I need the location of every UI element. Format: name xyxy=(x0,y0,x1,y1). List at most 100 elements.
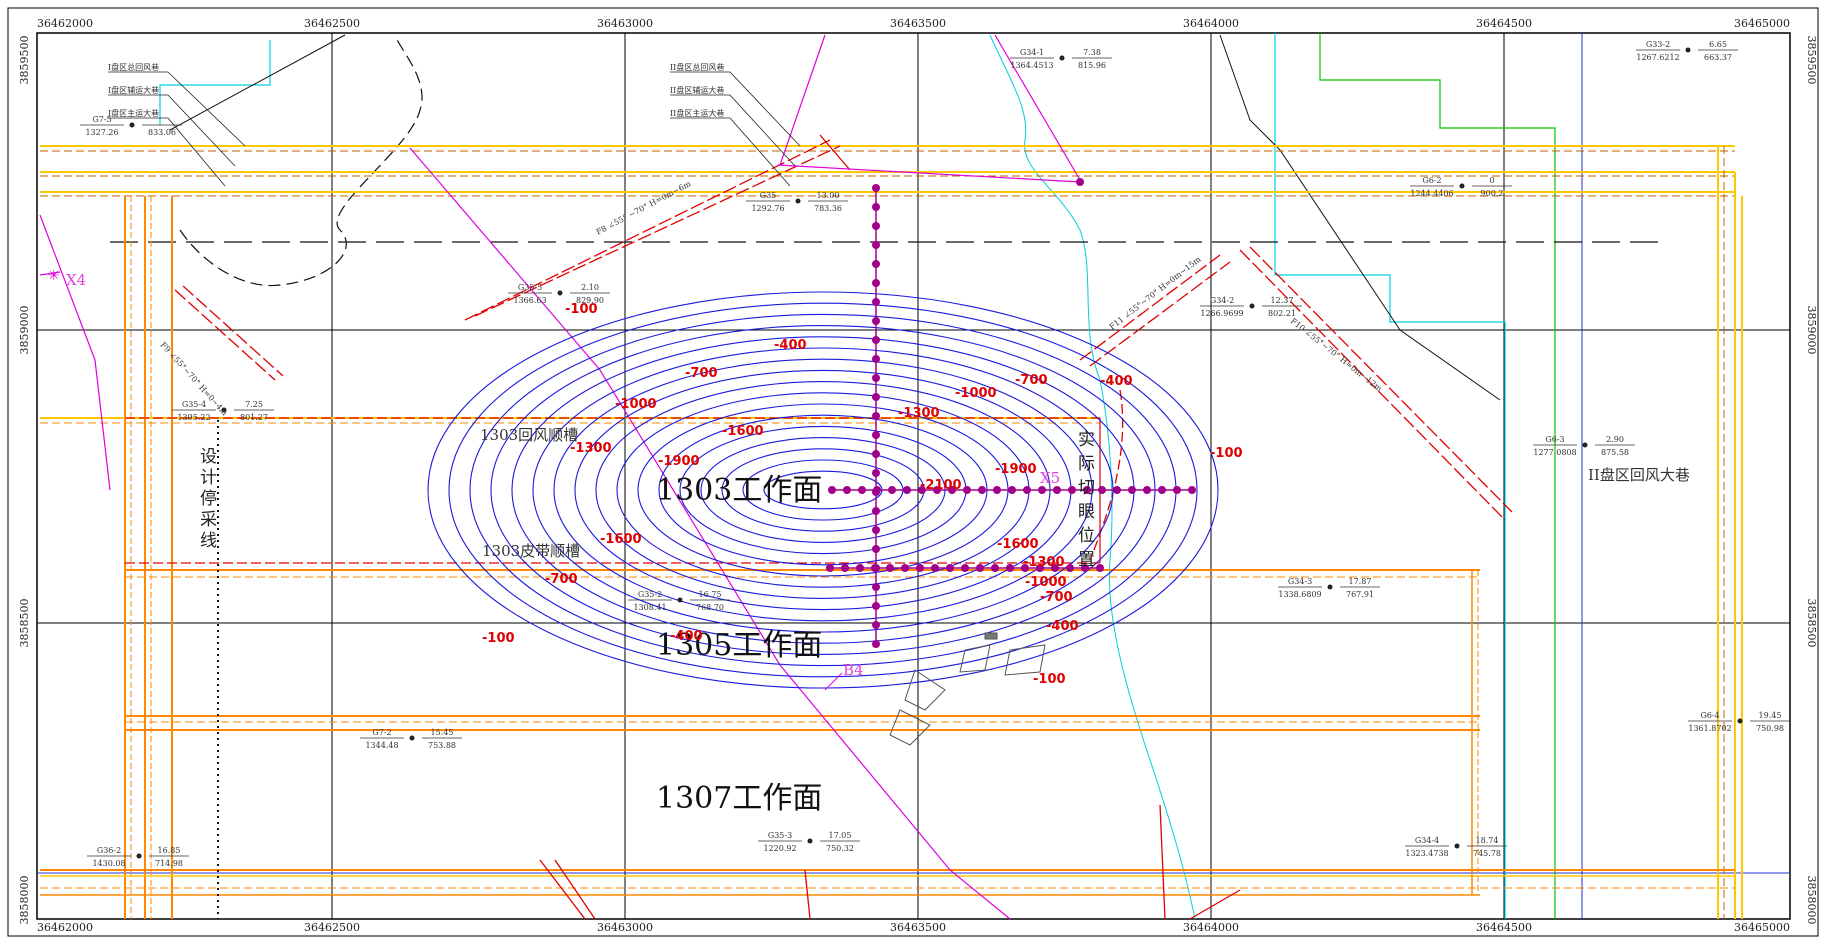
x-tick-top: 36463500 xyxy=(890,17,946,30)
borehole-thickness: 12.37 xyxy=(1271,296,1294,305)
top-mid-roadway-labels: II盘区总回风巷 II盘区辅运大巷 II盘区主运大巷 xyxy=(670,62,801,187)
monitor-point xyxy=(886,564,894,572)
monitor-point xyxy=(1051,564,1059,572)
monitor-point xyxy=(1143,486,1151,494)
y-tick-right: 3859000 xyxy=(1805,306,1818,355)
borehole-value: 767.91 xyxy=(1346,590,1374,599)
faults xyxy=(174,134,1513,920)
monitor-point xyxy=(1068,486,1076,494)
actual-stop-char: 切 xyxy=(1078,478,1095,498)
borehole: G34-3 1338.6809 17.87 767.91 xyxy=(1278,577,1380,599)
svg-text:✳: ✳ xyxy=(48,268,60,284)
monitor-point xyxy=(828,486,836,494)
hatched-blocks xyxy=(889,632,1046,746)
borehole-value: 875.58 xyxy=(1601,448,1629,457)
borehole-elevation: 1308.41 xyxy=(633,603,666,612)
x-tick-top: 36462500 xyxy=(304,17,360,30)
monitor-point xyxy=(918,486,926,494)
monitor-point xyxy=(872,393,880,401)
contour-ellipse xyxy=(448,302,1198,678)
borehole-name: G36-2 xyxy=(97,846,121,855)
roadway-label: I盘区主运大巷 xyxy=(108,108,159,118)
black-line-left xyxy=(169,34,346,131)
face-1307-label: 1307工作面 xyxy=(656,781,822,816)
monitor-point xyxy=(961,564,969,572)
monitor-point xyxy=(946,564,954,572)
monitor-point xyxy=(872,203,880,211)
borehole: G34-1 1364.4513 7.38 815.96 xyxy=(1010,48,1112,70)
y-tick-right: 3858500 xyxy=(1805,599,1818,648)
borehole-value: 829.90 xyxy=(576,296,604,305)
roadway-label: II盘区总回风巷 xyxy=(670,62,724,72)
monitor-point xyxy=(872,222,880,230)
y-tick-left: 3858500 xyxy=(18,599,31,648)
borehole-thickness: 17.87 xyxy=(1349,577,1372,586)
x-axis-ticks-top: 36462000 36462500 36463000 36463500 36464000… xyxy=(37,17,1790,30)
monitor-point xyxy=(841,564,849,572)
contour-label: -400 xyxy=(774,338,807,353)
borehole-elevation: 1292.76 xyxy=(751,204,784,213)
borehole-value: 815.96 xyxy=(1078,61,1106,70)
contour-label: -1900 xyxy=(995,462,1037,477)
monitor-point xyxy=(1008,486,1016,494)
x-tick-top: 36462000 xyxy=(37,17,93,30)
monitor-point xyxy=(948,486,956,494)
borehole-thickness: 15.45 xyxy=(431,728,454,737)
x-tick-bottom: 36464000 xyxy=(1183,921,1239,934)
contour-label: -100 xyxy=(1210,446,1243,461)
monitor-point xyxy=(872,545,880,553)
contour-label: -700 xyxy=(545,572,578,587)
x-axis-ticks-bottom: 36462000 36462500 36463000 36463500 36464000… xyxy=(37,921,1790,934)
monitor-point xyxy=(1023,486,1031,494)
borehole-name: G7-5 xyxy=(92,115,111,124)
x-tick-bottom: 36463500 xyxy=(890,921,946,934)
monitor-point xyxy=(1053,486,1061,494)
borehole-value: 714.98 xyxy=(155,859,183,868)
monitor-point xyxy=(1038,486,1046,494)
contour-label: -100 xyxy=(565,302,598,317)
borehole-thickness: 17.05 xyxy=(829,831,852,840)
monitor-point xyxy=(872,260,880,268)
monitor-point xyxy=(1173,486,1181,494)
borehole-thickness: 18.74 xyxy=(1476,836,1499,845)
x-tick-top: 36465000 xyxy=(1734,17,1790,30)
borehole-elevation: 1395.22 xyxy=(177,413,210,422)
borehole-name: G6-4 xyxy=(1700,711,1719,720)
borehole-value: 900.2 xyxy=(1481,189,1504,198)
borehole-name: G35-5 xyxy=(518,283,542,292)
borehole-name: G35-4 xyxy=(182,400,206,409)
borehole-name: G6-2 xyxy=(1422,176,1441,185)
borehole-name: G34-3 xyxy=(1288,577,1312,586)
borehole-value: 783.36 xyxy=(814,204,842,213)
borehole: G6-2 1244.4406 0 900.2 xyxy=(1410,176,1512,198)
borehole-value: 663.37 xyxy=(1704,53,1732,62)
borehole-elevation: 1327.26 xyxy=(85,128,118,137)
borehole: G33-2 1267.6212 6.65 663.37 xyxy=(1636,40,1738,62)
borehole-name: G6-3 xyxy=(1545,435,1564,444)
main-roadways xyxy=(40,145,1743,919)
monitor-point xyxy=(1081,564,1089,572)
monitor-point xyxy=(873,486,881,494)
contour-label: -1300 xyxy=(898,406,940,421)
x-tick-top: 36463000 xyxy=(597,17,653,30)
borehole: G34-4 1323.4738 18.74 745.78 xyxy=(1405,836,1507,858)
borehole-elevation: 1277.0808 xyxy=(1533,448,1576,457)
y-tick-left: 3859500 xyxy=(18,36,31,85)
borehole-thickness: 16.75 xyxy=(699,590,722,599)
x-tick-top: 36464000 xyxy=(1183,17,1239,30)
borehole-thickness: 16.85 xyxy=(158,846,181,855)
monitor-point xyxy=(1098,486,1106,494)
svg-text:X4: X4 xyxy=(66,271,86,289)
x-tick-bottom: 36464500 xyxy=(1476,921,1532,934)
borehole-name: G35-2 xyxy=(638,590,662,599)
monitor-point xyxy=(872,241,880,249)
y-tick-right: 3859500 xyxy=(1805,36,1818,85)
monitor-point xyxy=(903,486,911,494)
borehole-elevation: 1244.4406 xyxy=(1410,189,1453,198)
monitor-point xyxy=(872,374,880,382)
y-tick-left: 3859000 xyxy=(18,306,31,355)
monitor-point xyxy=(872,336,880,344)
borehole-value: 801.27 xyxy=(240,413,268,422)
borehole: G6-3 1277.0808 2.90 875.58 xyxy=(1533,435,1635,457)
